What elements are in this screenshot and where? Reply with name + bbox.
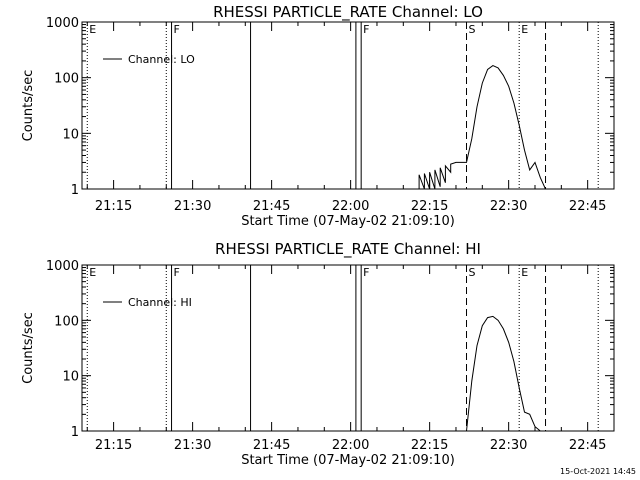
x-tick-label: 22:30 — [490, 199, 527, 214]
x-tick-label: 22:00 — [332, 438, 369, 453]
legend-label: Channel: LO — [128, 53, 195, 66]
panel-2: RHESSI PARTICLE_RATE Channel: HI 21:15 21:… — [21, 240, 615, 468]
y-axis-label: Counts/sec — [21, 70, 36, 142]
chart-title: RHESSI PARTICLE_RATE Channel: LO — [213, 3, 483, 22]
x-axis-label: Start Time (07-May-02 21:09:10) — [241, 214, 455, 229]
marker-label: F — [363, 23, 369, 36]
x-axis-label: Start Time (07-May-02 21:09:10) — [241, 453, 455, 468]
x-tick-label: 22:15 — [411, 438, 448, 453]
marker-label: E — [89, 23, 96, 36]
marker-label: E — [89, 266, 96, 279]
y-tick-label: 1000 — [46, 259, 79, 274]
marker-label: F — [174, 23, 180, 36]
x-tick-label: 21:45 — [253, 199, 290, 214]
y-tick-label: 100 — [54, 314, 79, 329]
x-tick-label: 22:30 — [490, 438, 527, 453]
y-tick-label: 1 — [71, 183, 79, 198]
series-line — [418, 65, 546, 190]
y-tick-label: 100 — [54, 72, 79, 87]
y-tick-label: 10 — [62, 370, 79, 385]
plot-frame — [81, 21, 615, 190]
chart-title: RHESSI PARTICLE_RATE Channel: HI — [215, 240, 481, 259]
marker-label: E — [521, 266, 528, 279]
x-tick-label: 21:15 — [95, 438, 132, 453]
x-tick-label: 22:45 — [569, 199, 606, 214]
marker-label: S — [469, 266, 476, 279]
x-tick-label: 21:30 — [174, 438, 211, 453]
x-tick-label: 22:15 — [411, 199, 448, 214]
y-axis-label: Counts/sec — [21, 312, 36, 384]
marker-label: E — [521, 23, 528, 36]
x-tick-label: 21:45 — [253, 438, 290, 453]
marker-label: F — [363, 266, 369, 279]
panel-1: RHESSI PARTICLE_RATE Channel: LO 21:15 21:… — [21, 3, 615, 229]
x-tick-label: 21:30 — [174, 199, 211, 214]
marker-label: S — [469, 23, 476, 36]
x-tick-label: 21:15 — [95, 199, 132, 214]
y-tick-label: 1 — [71, 425, 79, 440]
plot-frame — [81, 264, 615, 432]
x-tick-label: 22:00 — [332, 199, 369, 214]
series-line — [466, 315, 541, 432]
y-tick-label: 10 — [62, 127, 79, 142]
legend-label: Channel: HI — [128, 296, 192, 309]
x-tick-label: 22:45 — [569, 438, 606, 453]
y-tick-label: 1000 — [46, 16, 79, 31]
marker-label: F — [174, 266, 180, 279]
timestamp: 15-Oct-2021 14:45 — [560, 467, 636, 476]
